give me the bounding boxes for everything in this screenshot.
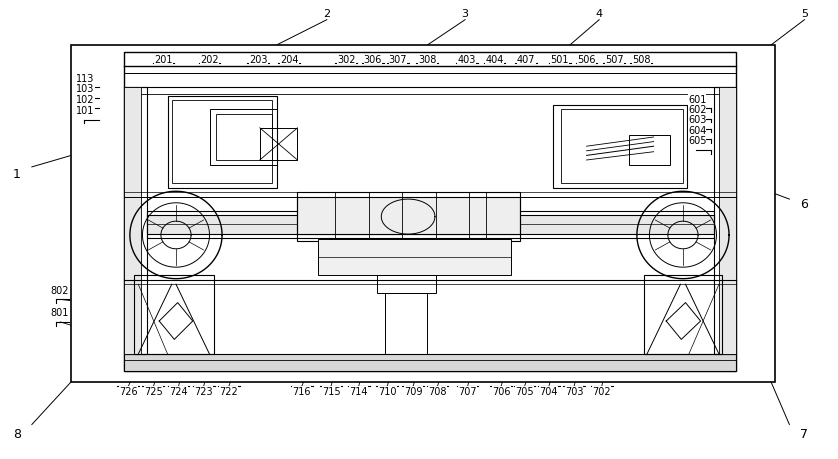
Text: 506: 506 — [577, 55, 596, 65]
Text: 725: 725 — [144, 386, 163, 396]
Text: 710: 710 — [378, 386, 396, 396]
Text: 508: 508 — [632, 55, 650, 65]
Bar — [147, 211, 714, 239]
Bar — [147, 216, 714, 234]
Text: 302: 302 — [337, 55, 355, 65]
Text: 103: 103 — [76, 84, 95, 94]
Bar — [719, 88, 736, 354]
Text: 7: 7 — [800, 427, 809, 440]
Text: 706: 706 — [492, 386, 510, 396]
Text: 404: 404 — [485, 55, 504, 65]
Text: 704: 704 — [540, 386, 558, 396]
Text: 705: 705 — [515, 386, 534, 396]
Bar — [124, 88, 147, 354]
Bar — [216, 115, 272, 161]
Text: 702: 702 — [592, 386, 611, 396]
Text: 308: 308 — [418, 55, 437, 65]
Text: 801: 801 — [50, 308, 69, 318]
Text: 113: 113 — [76, 73, 95, 84]
Text: 407: 407 — [517, 55, 535, 65]
Bar — [553, 106, 687, 188]
Bar — [168, 96, 277, 188]
Bar — [385, 294, 427, 354]
Bar — [377, 275, 436, 294]
Bar — [644, 275, 722, 354]
Text: 723: 723 — [194, 386, 213, 396]
Text: 201: 201 — [154, 55, 173, 65]
Bar — [124, 354, 736, 371]
Text: 507: 507 — [605, 55, 623, 65]
Text: 102: 102 — [76, 95, 95, 105]
Bar — [297, 197, 520, 234]
Bar — [318, 240, 511, 275]
Text: 703: 703 — [565, 386, 583, 396]
Bar — [210, 110, 277, 165]
Text: 603: 603 — [688, 115, 706, 125]
Text: 722: 722 — [220, 386, 238, 396]
Text: 714: 714 — [349, 386, 368, 396]
Text: 501: 501 — [551, 55, 569, 65]
Text: 708: 708 — [428, 386, 447, 396]
Text: 101: 101 — [76, 106, 95, 116]
Text: 715: 715 — [322, 386, 340, 396]
Bar — [714, 88, 736, 354]
Text: 604: 604 — [688, 125, 706, 135]
Text: 204: 204 — [280, 55, 298, 65]
Bar — [297, 193, 520, 241]
Text: 707: 707 — [458, 386, 477, 396]
Bar — [561, 110, 683, 184]
Bar — [628, 135, 670, 165]
Text: 726: 726 — [119, 386, 137, 396]
Bar — [260, 129, 297, 161]
Text: 601: 601 — [688, 95, 706, 105]
Bar — [172, 101, 272, 184]
Text: 3: 3 — [462, 9, 468, 19]
Text: 6: 6 — [800, 198, 809, 211]
Text: 724: 724 — [169, 386, 188, 396]
Text: 2: 2 — [323, 9, 330, 19]
Bar — [124, 88, 141, 354]
Text: 4: 4 — [596, 9, 603, 19]
Text: 802: 802 — [50, 285, 69, 295]
Text: 8: 8 — [13, 427, 21, 440]
Text: 709: 709 — [404, 386, 422, 396]
Text: 202: 202 — [200, 55, 219, 65]
Text: 602: 602 — [688, 105, 706, 115]
Bar — [71, 46, 775, 382]
Text: 605: 605 — [688, 136, 706, 146]
Text: 306: 306 — [364, 55, 382, 65]
Text: 307: 307 — [389, 55, 407, 65]
Text: 1: 1 — [13, 168, 21, 181]
Bar — [134, 275, 214, 354]
Text: 716: 716 — [292, 386, 311, 396]
Bar — [124, 53, 736, 371]
Text: 203: 203 — [249, 55, 267, 65]
Text: 5: 5 — [801, 9, 808, 19]
Text: 403: 403 — [458, 55, 476, 65]
